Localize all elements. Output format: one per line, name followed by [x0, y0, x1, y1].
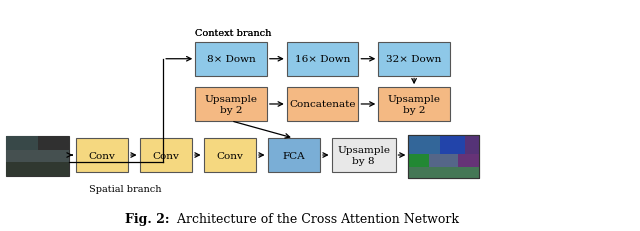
Text: Conv: Conv — [152, 151, 179, 160]
FancyBboxPatch shape — [378, 88, 450, 121]
FancyBboxPatch shape — [332, 139, 396, 172]
Text: Upsample
by 8: Upsample by 8 — [337, 145, 390, 165]
Text: 8× Down: 8× Down — [207, 55, 255, 64]
Bar — [408, 135, 440, 154]
Bar — [408, 154, 429, 167]
Text: Architecture of the Cross Attention Network: Architecture of the Cross Attention Netw… — [173, 212, 459, 225]
FancyBboxPatch shape — [287, 43, 358, 76]
Bar — [6, 150, 69, 163]
FancyBboxPatch shape — [140, 139, 192, 172]
Bar — [6, 163, 69, 177]
FancyBboxPatch shape — [287, 88, 358, 121]
FancyBboxPatch shape — [195, 43, 267, 76]
Text: Fig. 2:: Fig. 2: — [125, 212, 170, 225]
FancyBboxPatch shape — [76, 139, 128, 172]
Bar — [408, 135, 479, 178]
Text: Context branch: Context branch — [195, 29, 271, 38]
Text: Spatial branch: Spatial branch — [88, 184, 161, 193]
Bar — [6, 136, 69, 177]
FancyBboxPatch shape — [195, 88, 267, 121]
Text: Context branch: Context branch — [195, 29, 271, 38]
FancyBboxPatch shape — [268, 139, 320, 172]
Text: Conv: Conv — [88, 151, 115, 160]
FancyBboxPatch shape — [204, 139, 256, 172]
Bar — [6, 136, 38, 150]
Bar — [38, 136, 69, 150]
Text: FCA: FCA — [282, 151, 305, 160]
Text: Concatenate: Concatenate — [289, 100, 356, 109]
Text: 32× Down: 32× Down — [387, 55, 442, 64]
Bar — [408, 167, 479, 178]
Bar — [465, 135, 479, 154]
Text: Upsample
by 2: Upsample by 2 — [388, 94, 440, 115]
Bar — [408, 135, 479, 178]
Text: Upsample
by 2: Upsample by 2 — [205, 94, 257, 115]
Text: Conv: Conv — [216, 151, 243, 160]
Bar — [458, 154, 479, 167]
Bar — [440, 135, 465, 154]
Bar — [429, 154, 458, 167]
Text: 16× Down: 16× Down — [295, 55, 350, 64]
FancyBboxPatch shape — [378, 43, 450, 76]
